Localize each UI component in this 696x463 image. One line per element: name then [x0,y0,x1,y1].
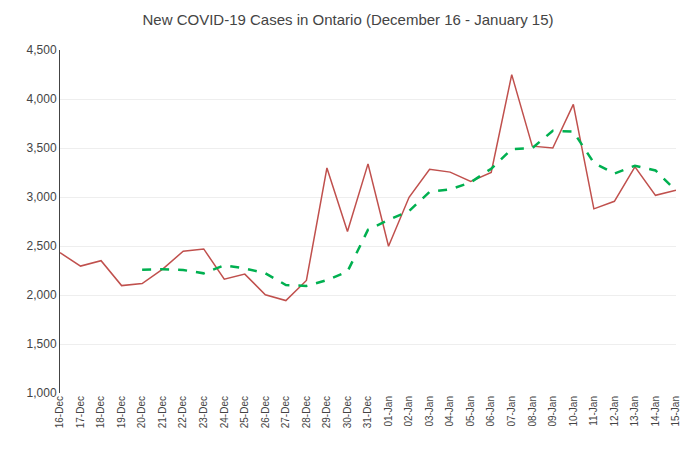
svg-text:04-Jan: 04-Jan [444,396,455,427]
svg-text:03-Jan: 03-Jan [424,396,435,427]
svg-text:New COVID-19 Cases in Ontario: New COVID-19 Cases in Ontario (December … [143,11,554,28]
svg-text:20-Dec: 20-Dec [136,396,147,428]
svg-text:2,500: 2,500 [27,239,57,253]
svg-text:01-Jan: 01-Jan [383,396,394,427]
svg-text:27-Dec: 27-Dec [280,396,291,428]
svg-text:22-Dec: 22-Dec [177,396,188,428]
svg-text:2,000: 2,000 [27,288,57,302]
svg-text:19-Dec: 19-Dec [116,396,127,428]
svg-text:14-Jan: 14-Jan [650,396,661,427]
svg-text:18-Dec: 18-Dec [95,396,106,428]
svg-text:12-Jan: 12-Jan [609,396,620,427]
svg-text:29-Dec: 29-Dec [321,396,332,428]
svg-text:06-Jan: 06-Jan [485,396,496,427]
svg-text:16-Dec: 16-Dec [54,396,65,428]
svg-text:21-Dec: 21-Dec [157,396,168,428]
svg-text:30-Dec: 30-Dec [342,396,353,428]
svg-text:02-Jan: 02-Jan [403,396,414,427]
svg-text:24-Dec: 24-Dec [219,396,230,428]
svg-text:3,000: 3,000 [27,190,57,204]
svg-text:11-Jan: 11-Jan [588,396,599,426]
svg-text:3,500: 3,500 [27,141,57,155]
svg-text:17-Dec: 17-Dec [75,396,86,428]
svg-text:10-Jan: 10-Jan [568,396,579,427]
svg-text:4,500: 4,500 [27,43,57,57]
svg-text:09-Jan: 09-Jan [547,396,558,427]
svg-text:08-Jan: 08-Jan [527,396,538,427]
svg-text:31-Dec: 31-Dec [362,396,373,428]
svg-text:23-Dec: 23-Dec [198,396,209,428]
svg-text:1,500: 1,500 [27,337,57,351]
svg-text:15-Jan: 15-Jan [670,396,681,427]
svg-text:4,000: 4,000 [27,92,57,106]
svg-text:25-Dec: 25-Dec [239,396,250,428]
svg-text:1,000: 1,000 [27,386,57,400]
svg-text:13-Jan: 13-Jan [629,396,640,427]
svg-text:28-Dec: 28-Dec [301,396,312,428]
svg-text:07-Jan: 07-Jan [506,396,517,427]
svg-text:05-Jan: 05-Jan [465,396,476,427]
svg-text:26-Dec: 26-Dec [260,396,271,428]
